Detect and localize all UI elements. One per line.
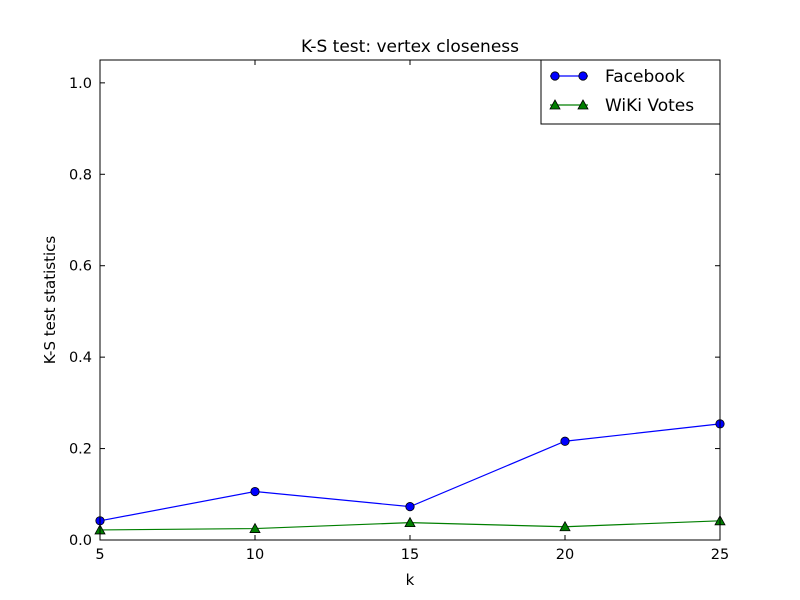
legend-label: WiKi Votes: [605, 96, 694, 116]
legend-marker: [578, 71, 588, 81]
data-point-facebook: [250, 486, 260, 497]
y-tick-label: 0.2: [69, 442, 92, 458]
legend-item-wiki-votes: WiKi Votes: [549, 96, 694, 116]
legend-item-facebook: Facebook: [550, 67, 685, 87]
data-point-facebook: [405, 502, 415, 512]
y-axis-label: K-S test statistics: [41, 236, 59, 365]
series-wiki-votes: [94, 514, 726, 535]
y-tick-label: 0.8: [69, 167, 92, 183]
data-point-wiki-votes: [559, 520, 571, 532]
legend: Facebook WiKi Votes: [540, 59, 721, 125]
y-tick-label: 0.6: [69, 259, 92, 275]
x-tick-label: 15: [401, 547, 419, 563]
legend-label: Facebook: [605, 67, 685, 87]
x-axis-label: k: [406, 571, 415, 589]
x-tick-label: 20: [556, 547, 574, 563]
y-tick-label: 0.4: [69, 350, 92, 366]
y-tick-label: 0.0: [69, 533, 92, 549]
x-tick-label: 5: [95, 547, 104, 563]
legend-marker: [549, 99, 561, 110]
x-tick-label: 10: [246, 547, 264, 563]
series-facebook: [95, 419, 725, 526]
data-point-wiki-votes: [249, 522, 261, 533]
chart-title: K-S test: vertex closeness: [301, 37, 519, 57]
series-layer: [94, 419, 726, 535]
legend-marker: [577, 99, 589, 110]
x-tick-label: 25: [711, 547, 729, 563]
legend-box: [540, 59, 721, 125]
data-point-facebook: [560, 436, 570, 446]
y-tick-label: 1.0: [69, 76, 92, 92]
data-point-wiki-votes: [404, 516, 416, 528]
legend-marker: [550, 71, 560, 81]
plot-frame: [99, 59, 721, 541]
tick-layer: 5 10 15 20 25 0.0 0.2 0.4 0.6 0.8 1.0: [69, 60, 729, 563]
